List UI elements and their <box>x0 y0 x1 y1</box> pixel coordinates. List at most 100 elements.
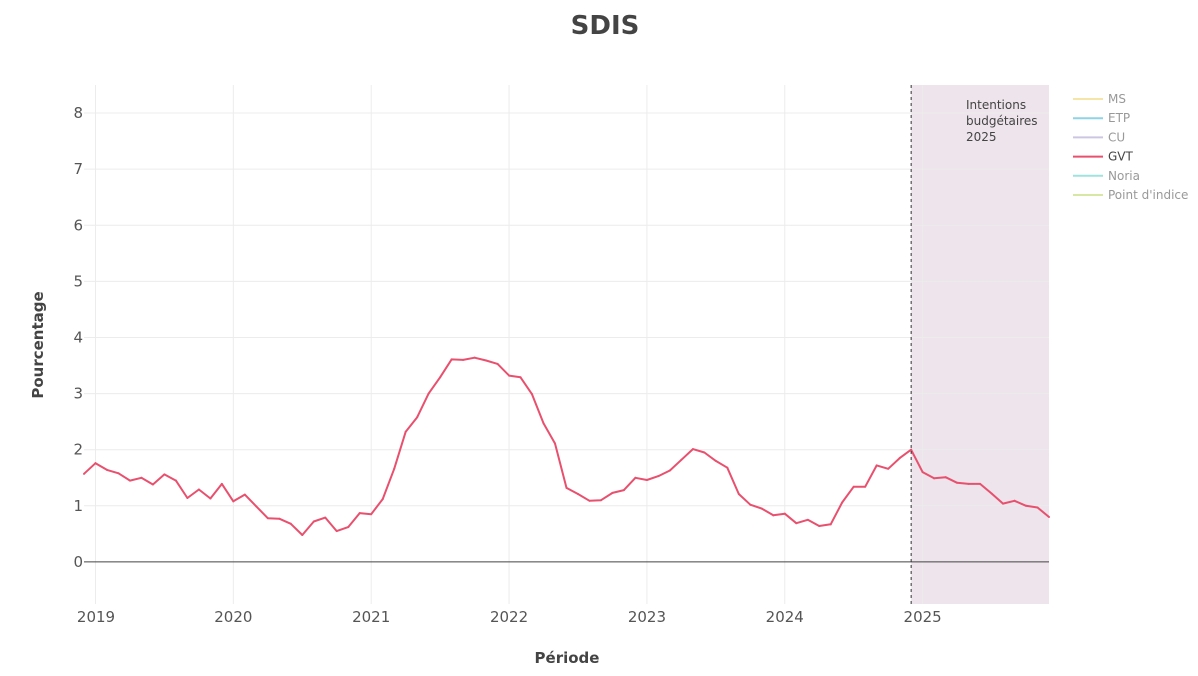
data-point <box>427 392 430 395</box>
data-point <box>634 476 637 479</box>
data-point <box>186 496 189 499</box>
legend: MS ETP CU GVT Noria Point d'indice <box>1073 92 1188 202</box>
y-tick-label: 8 <box>73 104 83 122</box>
data-point <box>818 525 821 528</box>
x-tick-label: 2024 <box>766 608 804 626</box>
x-tick-label: 2020 <box>214 608 252 626</box>
shaded-region-annotation: Intentions budgétaires 2025 <box>966 98 1038 144</box>
data-point <box>554 442 557 445</box>
data-point <box>335 530 338 533</box>
y-tick-label: 3 <box>73 385 83 403</box>
data-point <box>1013 499 1016 502</box>
y-tick-label: 4 <box>73 328 83 346</box>
y-tick-label: 6 <box>73 216 83 234</box>
legend-label: CU <box>1108 130 1125 144</box>
data-point <box>519 376 522 379</box>
data-point <box>599 499 602 502</box>
data-point <box>783 512 786 515</box>
data-point <box>439 376 442 379</box>
data-point <box>657 475 660 478</box>
data-point <box>841 501 844 504</box>
data-point <box>105 468 108 471</box>
data-point <box>979 482 982 485</box>
grid <box>84 85 1049 604</box>
data-point <box>576 493 579 496</box>
data-point <box>565 486 568 489</box>
data-point <box>990 492 993 495</box>
data-point <box>416 416 419 419</box>
x-tick-label: 2019 <box>77 608 115 626</box>
data-point <box>1048 516 1050 519</box>
data-point <box>266 517 269 520</box>
data-point <box>1002 502 1005 505</box>
data-point <box>956 481 959 484</box>
data-point <box>347 526 350 529</box>
data-point <box>645 479 648 482</box>
data-point <box>128 479 131 482</box>
data-point <box>680 458 683 461</box>
data-point <box>611 491 614 494</box>
series-line-gvt <box>83 356 1050 536</box>
data-point <box>381 498 384 501</box>
annotation-line: Intentions <box>966 98 1026 112</box>
y-tick-label: 0 <box>73 553 83 571</box>
data-point <box>864 485 867 488</box>
data-point <box>163 473 166 476</box>
data-point <box>508 374 511 377</box>
data-point <box>485 359 488 362</box>
data-point <box>462 358 465 361</box>
legend-label: ETP <box>1108 111 1130 125</box>
y-tick-label: 1 <box>73 497 83 515</box>
x-tick-label: 2025 <box>904 608 942 626</box>
data-point <box>726 466 729 469</box>
data-point <box>151 483 154 486</box>
data-point <box>852 485 855 488</box>
legend-label: Noria <box>1108 169 1140 183</box>
y-axis-ticks: 0 1 2 3 4 5 6 7 8 <box>73 104 83 571</box>
data-point <box>829 523 832 526</box>
data-point <box>921 471 924 474</box>
data-point <box>117 472 120 475</box>
data-point <box>944 476 947 479</box>
data-point <box>404 430 407 433</box>
shaded-region-rect <box>911 85 1049 604</box>
data-point <box>898 457 901 460</box>
data-point <box>588 499 591 502</box>
x-tick-label: 2021 <box>352 608 390 626</box>
data-point <box>1025 504 1028 507</box>
data-point <box>255 505 258 508</box>
data-point <box>312 520 315 523</box>
legend-label: GVT <box>1108 150 1134 164</box>
legend-label: MS <box>1108 92 1126 106</box>
x-tick-label: 2022 <box>490 608 528 626</box>
data-point <box>209 497 212 500</box>
data-point <box>668 469 671 472</box>
data-point <box>806 518 809 521</box>
data-point <box>542 422 545 425</box>
y-tick-label: 2 <box>73 441 83 459</box>
data-point <box>232 500 235 503</box>
data-point <box>910 448 913 451</box>
y-tick-label: 5 <box>73 272 83 290</box>
y-tick-label: 7 <box>73 160 83 178</box>
data-point <box>473 356 476 359</box>
annotation-line: 2025 <box>966 130 997 144</box>
data-point <box>760 507 763 510</box>
data-point <box>278 517 281 520</box>
data-point <box>370 513 373 516</box>
data-point <box>531 393 534 396</box>
data-point <box>714 459 717 462</box>
data-point <box>301 533 304 536</box>
data-point <box>887 467 890 470</box>
legend-label: Point d'indice <box>1108 188 1188 202</box>
data-point <box>174 479 177 482</box>
data-point <box>703 451 706 454</box>
chart-title: SDIS <box>571 11 640 41</box>
data-point <box>691 448 694 451</box>
data-point <box>358 512 361 515</box>
data-point <box>749 503 752 506</box>
y-axis-title: Pourcentage <box>29 291 47 398</box>
data-point <box>324 516 327 519</box>
data-point <box>220 482 223 485</box>
x-axis-ticks: 2019 2020 2021 2022 2023 2024 2025 <box>77 608 942 626</box>
